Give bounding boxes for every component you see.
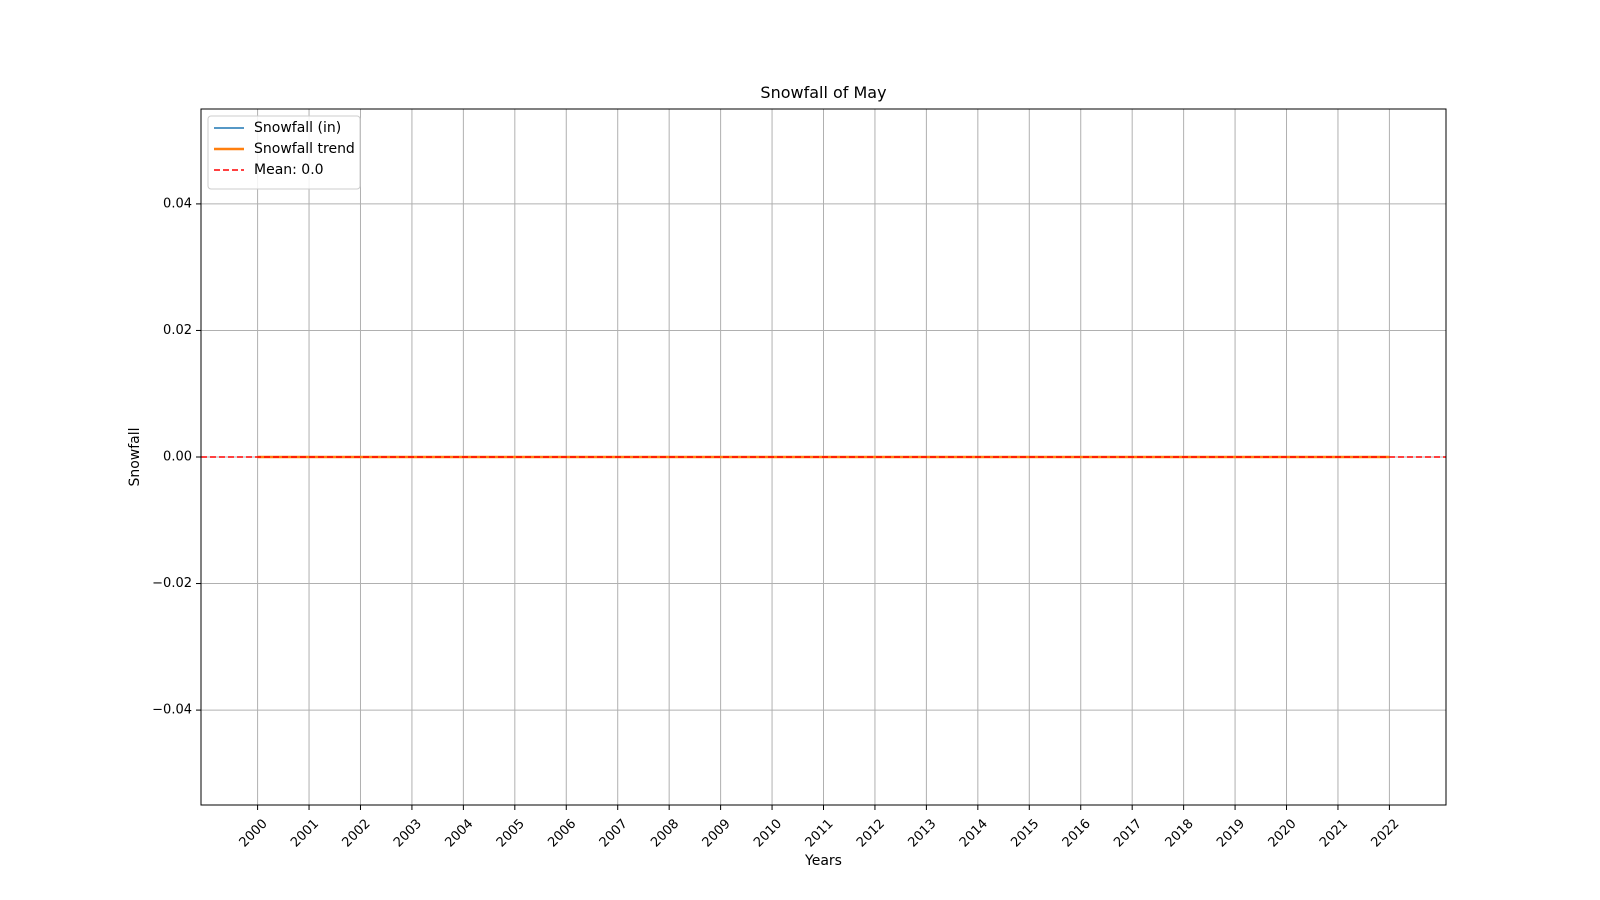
legend: Snowfall (in) Snowfall trend Mean: 0.0 <box>207 115 361 190</box>
y-tick-label: 0.04 <box>163 196 192 211</box>
legend-label-1: Snowfall trend <box>254 141 355 157</box>
y-tick-label: −0.04 <box>152 703 192 718</box>
x-axis-label: Years <box>804 853 842 869</box>
y-tick-label: 0.02 <box>163 323 192 338</box>
legend-label-2: Mean: 0.0 <box>254 162 324 178</box>
y-axis: −0.04 −0.02 0.00 0.02 0.04 <box>152 196 201 718</box>
legend-box <box>207 115 361 190</box>
y-tick-label: −0.02 <box>152 576 192 591</box>
legend-label-0: Snowfall (in) <box>254 120 341 136</box>
y-axis-label: Snowfall <box>127 427 143 486</box>
y-tick-label: 0.00 <box>163 450 192 465</box>
chart-title: Snowfall of May <box>760 83 886 102</box>
